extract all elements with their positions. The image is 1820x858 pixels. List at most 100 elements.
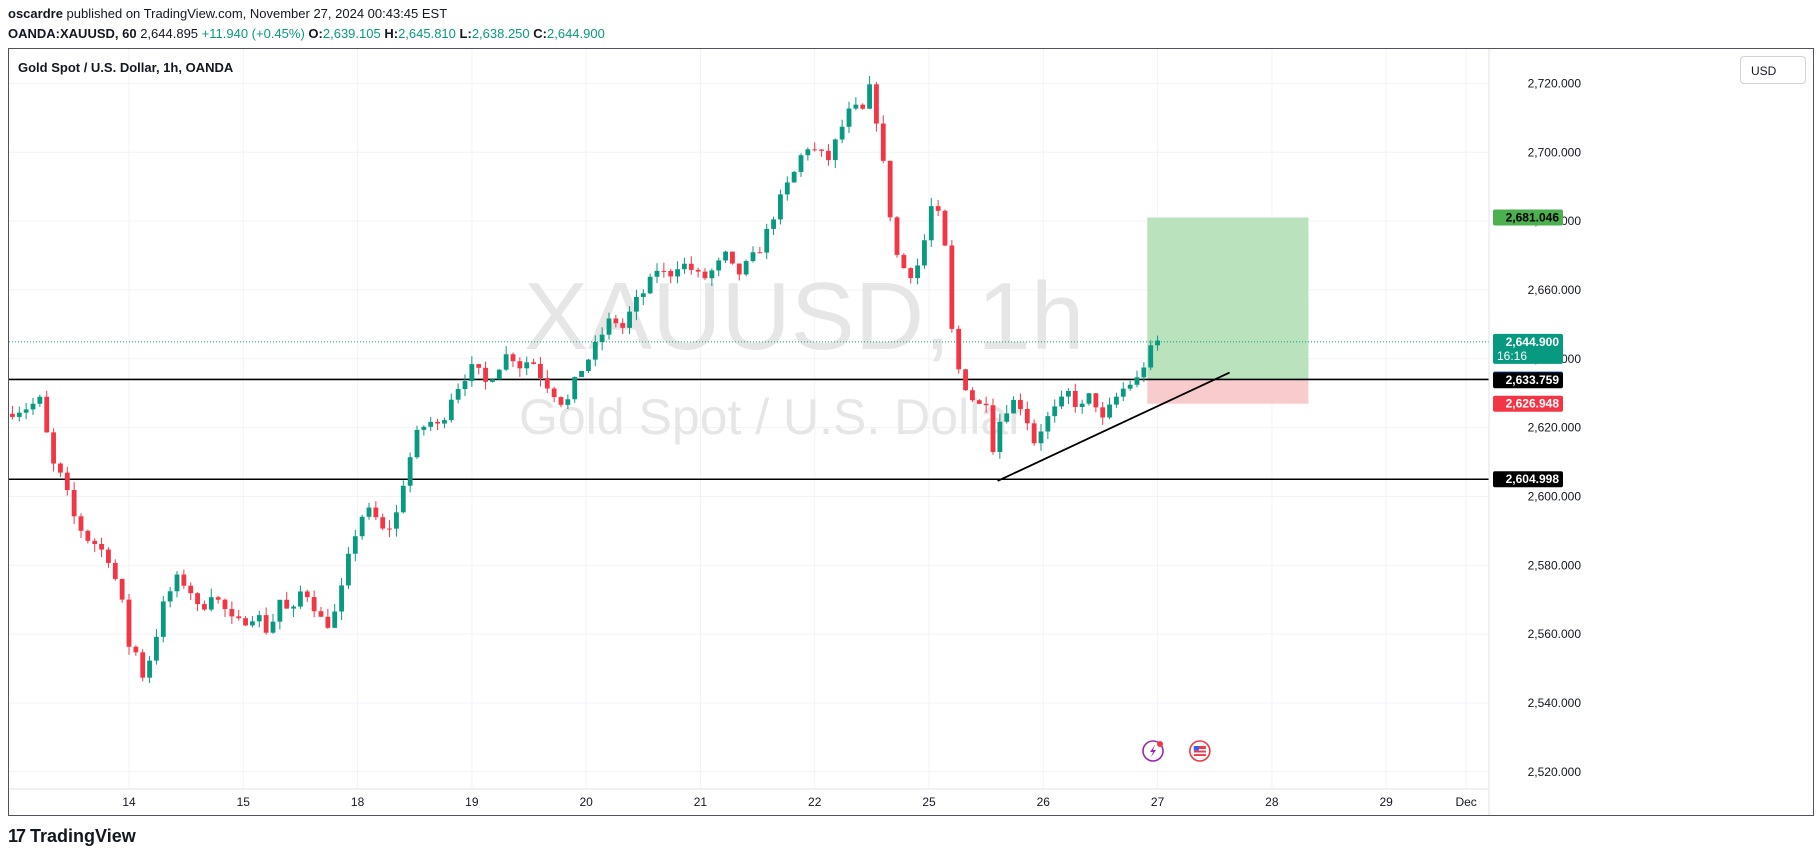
candle-body (798, 155, 804, 172)
price-tick-label: 2,560.000 (1528, 627, 1582, 641)
chart-frame[interactable]: XAUUSD, 1h Gold Spot / U.S. Dollar 2,520… (8, 48, 1814, 816)
candle-body (805, 149, 811, 156)
candle-body (346, 553, 351, 586)
high-value: 2,645.810 (398, 26, 456, 41)
candle-body (1093, 393, 1099, 408)
candle-body (935, 206, 941, 211)
price-tag[interactable]: 2,633.759 (1493, 372, 1563, 389)
candle-body (963, 369, 968, 391)
candle-body (1024, 408, 1030, 424)
candle-body (1072, 390, 1078, 407)
watermark: XAUUSD, 1h Gold Spot / U.S. Dollar (519, 263, 1084, 445)
price-tag[interactable]: 2,681.046 (1493, 209, 1563, 226)
candle-body (1120, 388, 1126, 397)
candle-body (339, 585, 344, 612)
candle-body (778, 194, 783, 220)
time-tick-label: 25 (922, 795, 936, 809)
low-value: 2,638.250 (471, 26, 530, 41)
stop-loss-zone[interactable] (1147, 380, 1309, 404)
price-tag-text: 2,604.998 (1506, 472, 1560, 486)
event-icons[interactable] (1142, 740, 1211, 762)
candle-body (887, 160, 893, 218)
trendline-segment[interactable] (997, 371, 1230, 482)
candle-body (613, 318, 619, 324)
candle-body (517, 361, 523, 369)
time-tick-label: 15 (237, 795, 251, 809)
candle-body (99, 543, 104, 550)
candle-body (510, 354, 516, 362)
author-name[interactable]: oscardre (8, 6, 63, 21)
time-tick-label: 26 (1037, 795, 1051, 809)
candle-body (133, 646, 139, 653)
position-zones[interactable] (1147, 217, 1309, 404)
candle-body (853, 104, 859, 109)
candle-body (1004, 413, 1010, 422)
time-axis[interactable]: 14 15 18 19 20 21 22 25 26 27 28 29 Dec (9, 788, 1489, 809)
price-tick-label: 2,720.000 (1528, 76, 1582, 90)
candle-body (284, 599, 290, 609)
currency-button[interactable]: USD (1740, 56, 1806, 84)
candle-body (538, 363, 543, 379)
price-tag-bg (1493, 372, 1563, 389)
candle-body (524, 362, 530, 369)
price-tag-text: 2,633.759 (1506, 373, 1560, 387)
candle-body (359, 516, 365, 537)
candle-body (304, 591, 310, 598)
candle-body (400, 485, 406, 513)
price-tick-label: 2,700.000 (1528, 145, 1582, 159)
candle-body (407, 457, 413, 486)
candle-body (544, 378, 550, 389)
trendline[interactable] (997, 371, 1230, 482)
candle-body (1045, 416, 1051, 432)
candle-body (1059, 396, 1064, 407)
candle-body (51, 432, 56, 464)
lightning-icon[interactable] (1142, 740, 1164, 762)
high-label: H: (384, 26, 399, 41)
horizontal-levels[interactable] (9, 341, 1489, 481)
chart-legend[interactable]: Gold Spot / U.S. Dollar, 1h, OANDA (18, 60, 234, 75)
candle-body (736, 263, 742, 275)
candle-body (812, 149, 818, 151)
candle-body (106, 549, 111, 563)
us-flag-icon-stripe (1193, 752, 1206, 755)
price-tick-label: 2,520.000 (1528, 765, 1582, 779)
candle-body (860, 104, 866, 109)
price-tag[interactable]: 2,604.998 (1493, 471, 1563, 488)
price-tag[interactable]: 2,626.948 (1493, 395, 1563, 412)
us-flag-icon[interactable] (1189, 740, 1211, 762)
candle-body (661, 270, 667, 272)
grid-lines (9, 49, 1489, 789)
brand-name: TradingView (30, 826, 136, 846)
candle-body (743, 261, 749, 275)
candle-body (332, 611, 338, 628)
candle-body (531, 362, 536, 364)
candle-body (147, 660, 152, 678)
candle-body (140, 652, 146, 678)
current-price-tag-bg (1493, 333, 1563, 364)
profit-target-zone[interactable] (1147, 217, 1309, 381)
candle-body (949, 245, 955, 329)
candle-body (222, 599, 228, 610)
time-tick-label: 27 (1151, 795, 1165, 809)
price-tag-bg (1493, 471, 1563, 488)
last-price: 2,644.895 (140, 26, 199, 41)
candle-body (119, 578, 125, 600)
time-tick-label: 21 (694, 795, 708, 809)
time-tick-label: 28 (1265, 795, 1279, 809)
candle-body (586, 359, 591, 372)
candle-body (826, 150, 831, 161)
price-axis[interactable]: 2,520.000 2,540.000 2,560.000 2,580.000 2,60… (1488, 49, 1582, 815)
price-tag-bg (1493, 395, 1563, 412)
candle-body (771, 219, 776, 229)
price-chart[interactable]: XAUUSD, 1h Gold Spot / U.S. Dollar 2,520… (9, 49, 1813, 815)
candle-body (709, 270, 715, 279)
candle-body (414, 429, 420, 458)
price-tick-label: 2,540.000 (1528, 696, 1582, 710)
footer-brand[interactable]: 17 TradingView (8, 826, 136, 847)
candle-body (394, 512, 399, 529)
candle-body (750, 252, 756, 262)
candle-body (188, 585, 194, 594)
candle-body (277, 599, 283, 622)
candle-body (976, 400, 982, 404)
